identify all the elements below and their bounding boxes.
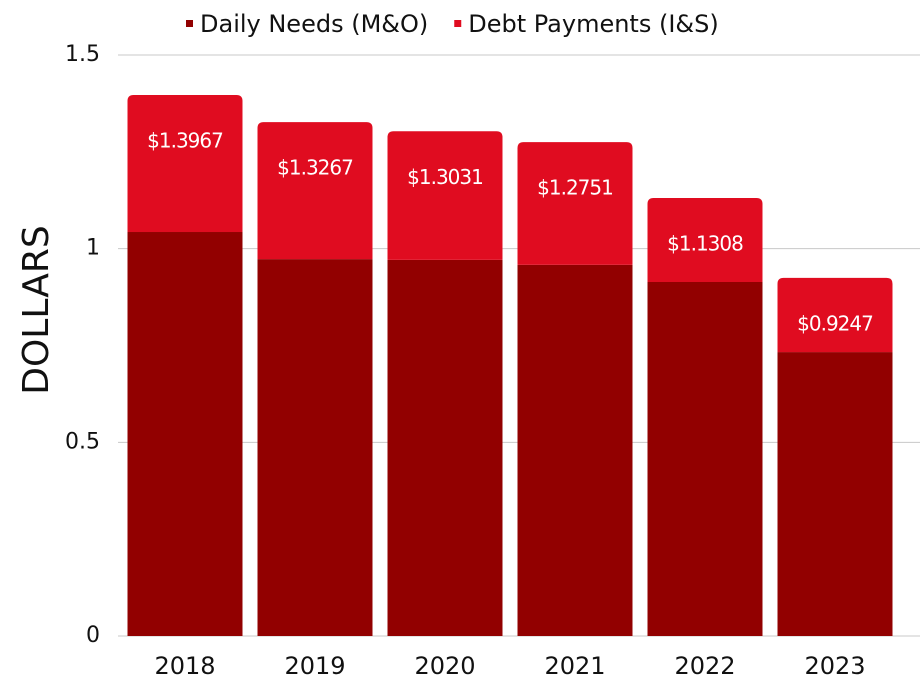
data-label: $1.2751: [537, 176, 613, 200]
x-tick-label: 2020: [414, 652, 475, 680]
x-tick-label: 2018: [154, 652, 215, 680]
bar-segment: [127, 95, 243, 233]
data-label: $0.9247: [797, 311, 873, 335]
x-tick-label: 2023: [804, 652, 865, 680]
bar-segment: [777, 277, 893, 353]
bar-segment: [647, 198, 763, 282]
bar-segment: [387, 131, 503, 260]
y-tick-label: 1: [86, 236, 100, 261]
bar-segment: [387, 259, 503, 636]
legend-label: Debt Payments (I&S): [468, 10, 718, 38]
data-label: $1.3267: [277, 156, 353, 180]
y-tick-label: 0: [86, 623, 100, 648]
data-label: $1.1308: [667, 232, 743, 256]
bar-segment: [517, 264, 633, 636]
x-tick-label: 2021: [544, 652, 605, 680]
bar-segment: [777, 352, 893, 636]
data-label: $1.3031: [407, 165, 483, 189]
x-tick-label: 2019: [284, 652, 345, 680]
bar-segment: [127, 232, 243, 636]
data-label: $1.3967: [147, 129, 223, 153]
legend-label: Daily Needs (M&O): [200, 10, 428, 38]
legend-swatch: [454, 20, 462, 27]
y-axis-label: DOLLARS: [16, 225, 57, 395]
bar-segment: [257, 259, 373, 636]
y-tick-label: 1.5: [65, 42, 100, 67]
bar-segment: [257, 122, 373, 260]
y-tick-label: 0.5: [65, 429, 100, 454]
x-tick-label: 2022: [674, 652, 735, 680]
legend-swatch: [186, 20, 193, 27]
bar-segment: [517, 142, 633, 265]
bar-segment: [647, 281, 763, 636]
